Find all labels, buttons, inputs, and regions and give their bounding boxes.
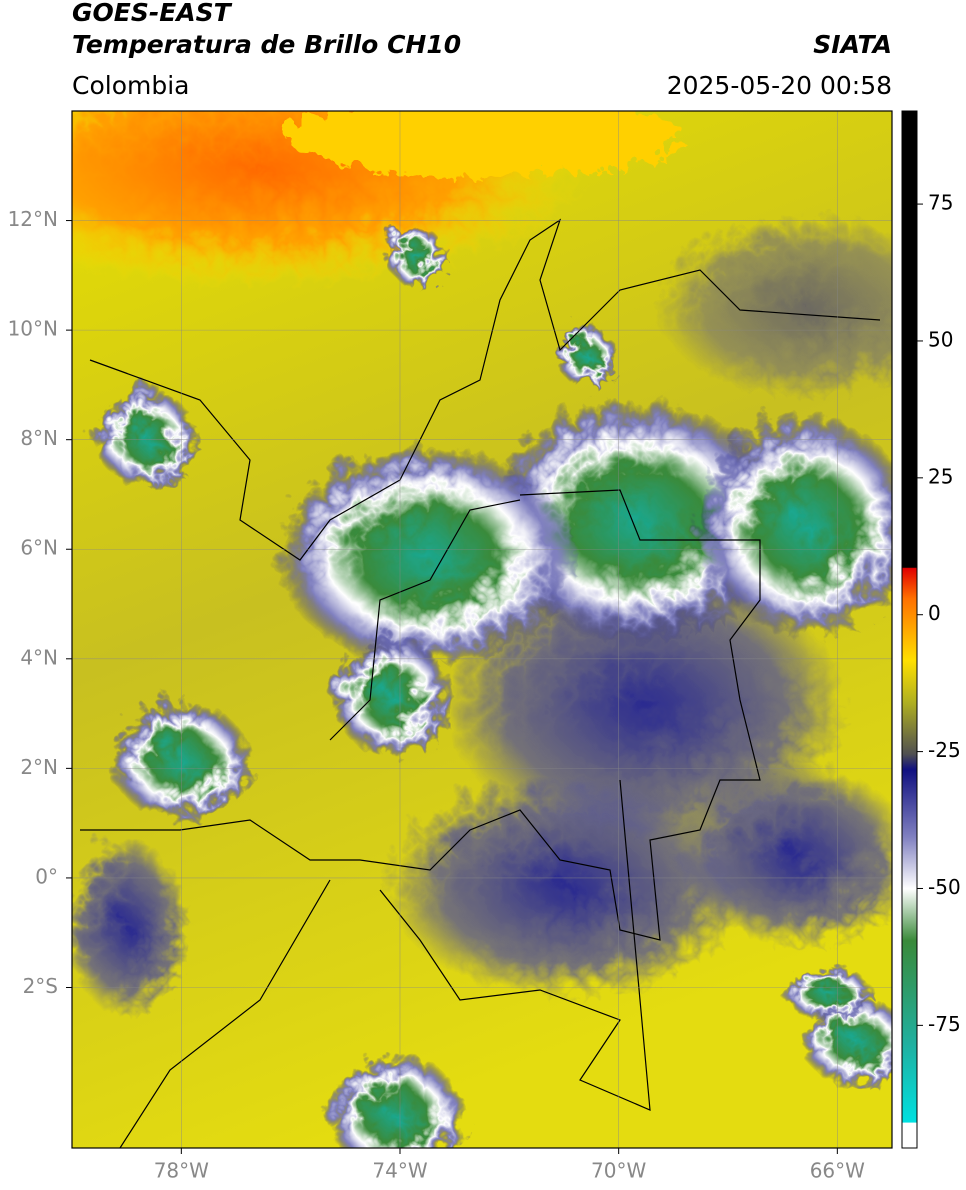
colorbar-tick-label: -50 (928, 875, 961, 899)
colorbar-tick-label: 50 (928, 327, 953, 351)
colorbar-tick-label: 75 (928, 191, 953, 215)
source: SIATA (813, 30, 892, 59)
borders (80, 218, 881, 1148)
colorbar (901, 110, 918, 1149)
x-tick-label: 74°W (372, 1159, 427, 1183)
x-tick-label: 70°W (591, 1159, 646, 1183)
y-tick-label: 8°N (20, 426, 58, 450)
graticule (72, 111, 892, 1148)
x-tick-label: 66°W (810, 1159, 865, 1183)
y-tick-label: 2°N (20, 755, 58, 779)
region: Colombia (72, 71, 189, 100)
subtitle: Temperatura de Brillo CH10 (72, 30, 461, 59)
y-tick-label: 2°S (23, 974, 58, 998)
y-tick-label: 12°N (8, 207, 58, 231)
y-tick-label: 10°N (8, 317, 58, 341)
x-tick-label: 78°W (154, 1159, 209, 1183)
title: GOES-EAST (72, 0, 233, 27)
y-tick-label: 0° (35, 864, 58, 888)
y-tick-label: 4°N (20, 645, 58, 669)
datetime: 2025-05-20 00:58 (667, 71, 892, 100)
satellite-image (72, 111, 892, 1148)
colorbar-tick-label: -25 (928, 738, 961, 762)
colorbar-tick-label: 25 (928, 464, 953, 488)
map-frame (71, 110, 893, 1149)
y-tick-label: 6°N (20, 536, 58, 560)
colorbar-tick-label: -75 (928, 1012, 961, 1036)
colorbar-tick-label: 0 (928, 601, 941, 625)
